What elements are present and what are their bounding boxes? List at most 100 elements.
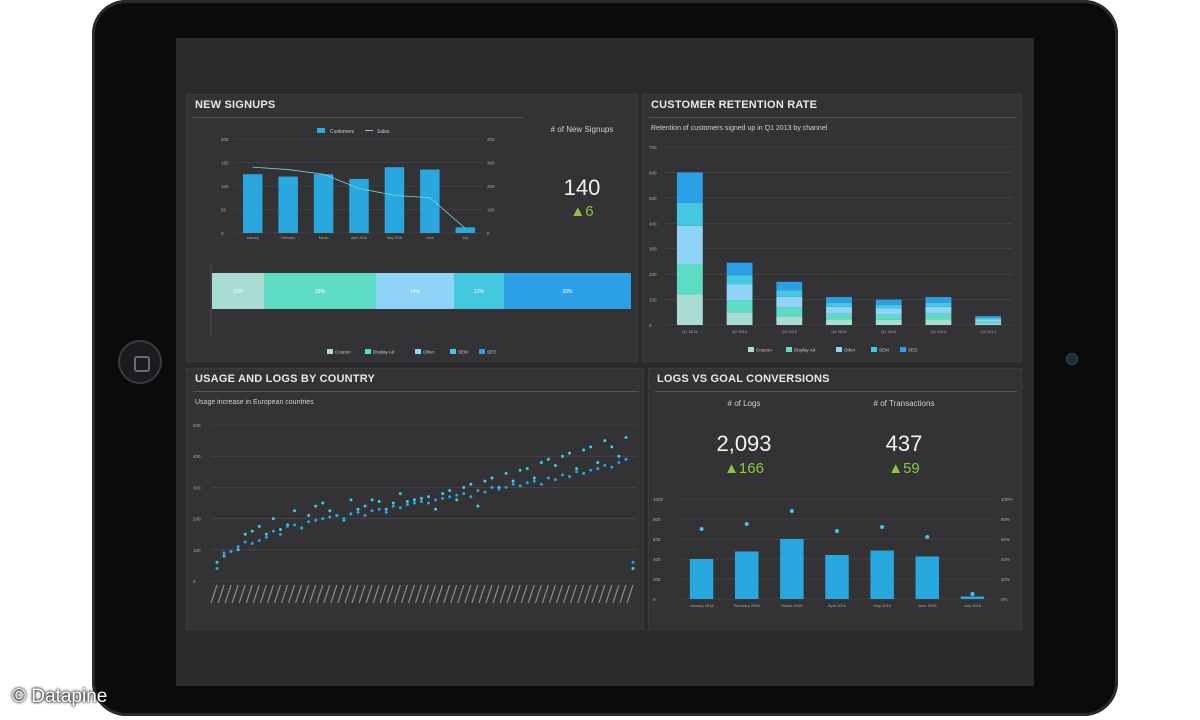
scatter-point [575,470,579,474]
scatter-point [589,468,593,472]
bar-segment [875,308,902,315]
legend-label: Display Ad [373,350,395,355]
divider [655,391,1017,392]
x-tick-label-mark [520,584,528,604]
stack-segment [454,273,504,309]
y-tick-label: 500 [193,423,201,428]
bar-segment [826,319,852,325]
x-tick-label-mark [619,584,627,604]
legend-label: SEM [458,350,468,355]
x-tick-label-mark [337,584,345,604]
y-tick-label: 300 [193,485,201,490]
y2-tick-label: 0% [1001,597,1008,602]
stack-segment [212,273,264,309]
x-tick-label: February 2016 [734,603,761,608]
y-tick-label: 100 [649,298,657,303]
scatter-point [490,485,494,489]
transactions-point [925,535,930,539]
scatter-point [215,560,219,564]
x-tick-label-mark [210,584,218,604]
scatter-point [568,451,572,455]
bar-segment [776,296,803,308]
scatter-point [377,499,381,503]
scatter-point [582,471,586,475]
bar-segment [875,319,902,325]
kpi-logs-label: # of Logs [727,399,761,408]
legend-label: Other [844,348,856,353]
stack-segment-label: 14% [410,289,421,295]
scatter-point [434,498,438,502]
y2-tick-label: 400 [487,137,495,142]
bar-segment [826,302,852,307]
scatter-point [532,479,536,483]
bar-segment [676,294,703,325]
scatter-point [617,454,621,458]
scatter-point [532,476,536,480]
x-tick-label-mark [351,584,359,604]
scatter-point [363,504,367,508]
x-tick-label-mark [485,584,493,604]
bar-segment [925,319,952,325]
scatter-point [307,513,311,517]
x-tick-label-mark [612,584,620,604]
legend-swatch [479,349,485,354]
bar-segment [975,323,1002,325]
y-tick-label: 400 [649,221,657,226]
y2-tick-label: 40% [1001,557,1010,562]
bar-segment [726,312,753,325]
divider [193,391,639,392]
bar-customers [420,169,440,233]
signups-chart: Customers Sales 2016 0050100100200150300… [210,128,631,355]
x-tick-label-mark [570,584,578,604]
x-tick-label-mark [499,584,507,604]
scatter-point [589,445,593,449]
kpi-transactions-value: 437 [885,431,923,456]
stack-segment [264,273,376,309]
panel-subtitle: Usage increase in European countries [195,399,314,406]
scatter-point [342,517,346,521]
scatter-point [504,471,508,475]
x-tick-label-mark [245,584,253,604]
x-tick-label: Q4 2013 [831,329,847,334]
scatter-point [539,482,543,486]
scatter-point [370,509,374,513]
x-tick-label: March [319,236,329,240]
legend-sales: Sales [377,129,390,135]
x-tick-label-mark [555,584,564,604]
bar-segment [726,300,753,313]
y-tick-label: 700 [649,145,657,150]
x-tick-label: March 2016 [781,603,803,608]
bar-segment [826,313,852,320]
legend-label: SEO [908,348,918,353]
x-tick-label-mark [238,584,246,604]
scatter-point [229,549,233,553]
legend-swatch [748,347,754,352]
scatter-point [300,526,304,530]
scatter-point [553,464,557,468]
legend-swatch [900,347,906,352]
stack-segment-label: 12% [474,289,485,295]
bar-segment [975,316,1002,318]
x-tick-label-mark [273,584,282,604]
home-button[interactable] [118,340,162,384]
x-tick-label-mark [344,584,352,604]
scatter-point [539,460,543,464]
scatter-point [518,468,522,472]
scatter-point [405,503,409,507]
bar-segment [875,314,902,320]
y2-tick-label: 100 [487,208,495,213]
kpi-delta: ▲6 [570,203,594,220]
stack-segment [504,273,631,309]
bar-segment [875,299,902,305]
scatter-point [314,504,318,508]
y-tick-label: 50 [221,208,227,213]
scatter-point [349,498,353,502]
legend-customers: Customers [330,129,355,135]
legend-label: Other [423,350,435,355]
y-tick-label: 600 [653,537,661,542]
bar-segment [826,297,852,303]
scatter-point [328,515,332,519]
bar-logs [915,556,940,599]
scatter-point [321,517,325,521]
transactions-point [699,527,704,531]
